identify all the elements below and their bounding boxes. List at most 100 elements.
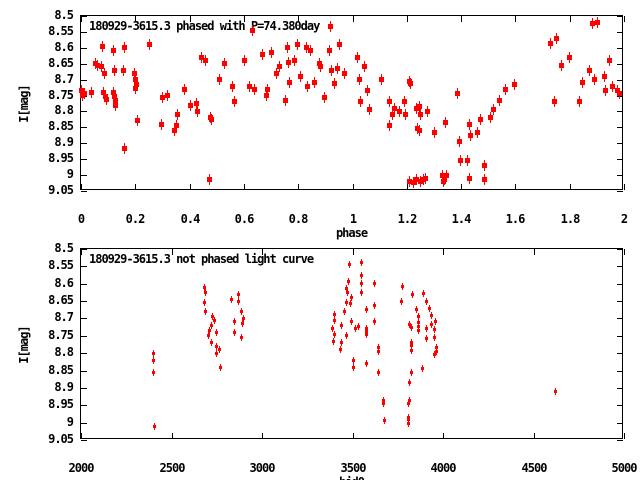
data-point — [432, 127, 437, 138]
data-point — [207, 174, 212, 185]
y-axis-tick — [81, 16, 87, 17]
x-axis-tick — [262, 433, 263, 439]
data-point — [425, 106, 430, 117]
y-axis-tick-mirror — [617, 64, 623, 65]
data-point — [264, 90, 269, 101]
error-bar — [149, 39, 150, 50]
y-axis-tick-mirror — [617, 32, 623, 33]
error-bar — [457, 88, 458, 99]
data-point — [408, 321, 411, 328]
data-point — [418, 176, 423, 187]
error-bar — [234, 318, 235, 325]
error-bar — [569, 52, 570, 63]
error-bar — [359, 74, 360, 85]
data-point — [317, 58, 322, 69]
data-point — [182, 84, 187, 95]
data-point — [382, 400, 385, 407]
error-bar — [115, 100, 116, 111]
error-bar — [460, 155, 461, 166]
data-point — [352, 364, 355, 371]
data-point — [207, 332, 210, 339]
error-bar — [123, 65, 124, 76]
error-bar — [431, 321, 432, 328]
y-axis-tick-mirror — [617, 388, 623, 389]
x-axis-tick — [570, 184, 571, 190]
x-axis-tick-mirror — [81, 249, 82, 255]
y-axis-tick — [81, 388, 87, 389]
data-point — [428, 305, 431, 312]
data-point — [99, 61, 104, 72]
error-bar — [162, 92, 163, 103]
y-axis-tick — [81, 266, 87, 267]
data-point — [435, 344, 438, 351]
data-point — [204, 308, 207, 315]
error-bar — [609, 55, 610, 66]
y-axis-tick — [81, 301, 87, 302]
data-point — [237, 291, 240, 298]
error-bar — [205, 289, 206, 296]
error-bar — [364, 61, 365, 72]
data-point — [350, 318, 353, 325]
error-bar — [216, 329, 217, 336]
y-axis-tick — [81, 318, 87, 319]
data-point — [295, 39, 300, 50]
data-point — [305, 81, 310, 92]
data-point — [152, 357, 155, 364]
data-point — [345, 299, 348, 306]
error-bar — [426, 325, 427, 332]
error-bar — [289, 77, 290, 88]
data-point — [373, 302, 376, 309]
data-point — [457, 136, 462, 147]
x-axis-tick-mirror — [244, 16, 245, 22]
data-point — [242, 315, 245, 322]
error-bar — [238, 291, 239, 298]
data-point — [401, 283, 404, 290]
error-bar — [416, 174, 417, 185]
error-bar — [459, 136, 460, 147]
data-point — [219, 364, 222, 371]
y-axis-tick-mirror — [617, 353, 623, 354]
data-point — [577, 96, 582, 107]
error-bar — [366, 360, 367, 367]
data-point — [354, 325, 357, 332]
error-bar — [469, 119, 470, 130]
error-bar — [134, 68, 135, 79]
error-bar — [434, 334, 435, 341]
error-bar — [232, 81, 233, 92]
data-point — [592, 74, 597, 85]
y-axis-tick — [81, 440, 87, 441]
data-point — [407, 176, 412, 187]
data-point — [387, 120, 392, 131]
y-axis-tick — [81, 284, 87, 285]
data-point — [602, 71, 607, 82]
error-bar — [418, 327, 419, 334]
error-bar — [579, 96, 580, 107]
error-bar — [394, 103, 395, 114]
data-point — [340, 339, 343, 346]
data-point — [421, 365, 424, 372]
error-bar — [288, 57, 289, 68]
error-bar — [361, 272, 362, 279]
data-point — [377, 344, 380, 351]
error-bar — [392, 109, 393, 120]
error-bar — [419, 125, 420, 136]
y-tick-label: 8.75 — [48, 328, 74, 342]
data-point — [468, 130, 473, 141]
error-bar — [383, 400, 384, 407]
data-point — [312, 77, 317, 88]
error-bar — [442, 170, 443, 181]
error-bar — [594, 74, 595, 85]
y-tick-label: 8.65 — [48, 293, 74, 307]
data-point — [153, 423, 156, 430]
x-axis-tick-mirror — [135, 16, 136, 22]
error-bar — [490, 112, 491, 123]
data-point — [615, 85, 620, 96]
error-bar — [124, 42, 125, 53]
data-point — [433, 351, 436, 358]
data-point — [407, 420, 410, 427]
data-point — [215, 329, 218, 336]
error-bar — [84, 88, 85, 99]
y-axis-tick — [81, 143, 87, 144]
error-bar — [411, 369, 412, 376]
data-point — [433, 326, 436, 333]
